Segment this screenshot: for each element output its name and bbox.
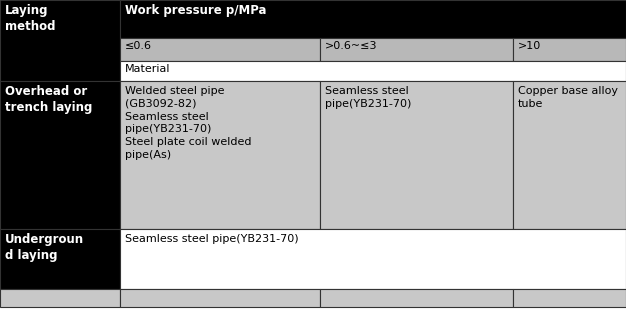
Text: >0.6~≤3: >0.6~≤3 xyxy=(325,41,377,51)
Text: Material: Material xyxy=(125,64,170,74)
Bar xyxy=(320,81,513,229)
Bar xyxy=(513,81,626,229)
Bar xyxy=(0,0,120,81)
Text: Laying
method: Laying method xyxy=(5,4,56,34)
Text: Seamless steel
pipe(YB231-70): Seamless steel pipe(YB231-70) xyxy=(325,86,411,109)
Text: >10: >10 xyxy=(518,41,541,51)
Bar xyxy=(320,289,513,307)
Bar xyxy=(120,0,626,38)
Bar xyxy=(513,38,626,61)
Bar xyxy=(0,289,120,307)
Text: Undergroun
d laying: Undergroun d laying xyxy=(5,233,84,263)
Bar xyxy=(120,229,626,289)
Text: ≤0.6: ≤0.6 xyxy=(125,41,152,51)
Text: Overhead or
trench laying: Overhead or trench laying xyxy=(5,85,93,115)
Bar xyxy=(120,81,320,229)
Bar xyxy=(120,289,320,307)
Bar xyxy=(0,81,120,229)
Text: Welded steel pipe
(GB3092-82)
Seamless steel
pipe(YB231-70)
Steel plate coil wel: Welded steel pipe (GB3092-82) Seamless s… xyxy=(125,86,252,160)
Bar xyxy=(120,61,626,81)
Bar xyxy=(0,229,120,289)
Text: Copper base alloy
tube: Copper base alloy tube xyxy=(518,86,618,109)
Text: Seamless steel pipe(YB231-70): Seamless steel pipe(YB231-70) xyxy=(125,234,299,244)
Bar xyxy=(513,289,626,307)
Text: Work pressure p/MPa: Work pressure p/MPa xyxy=(125,4,267,17)
Bar xyxy=(120,38,320,61)
Bar xyxy=(320,38,513,61)
